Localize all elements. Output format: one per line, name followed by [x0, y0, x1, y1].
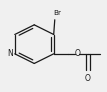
Text: N: N	[7, 49, 13, 58]
Text: Br: Br	[53, 10, 61, 16]
Text: O: O	[74, 49, 80, 58]
Text: O: O	[85, 74, 91, 83]
